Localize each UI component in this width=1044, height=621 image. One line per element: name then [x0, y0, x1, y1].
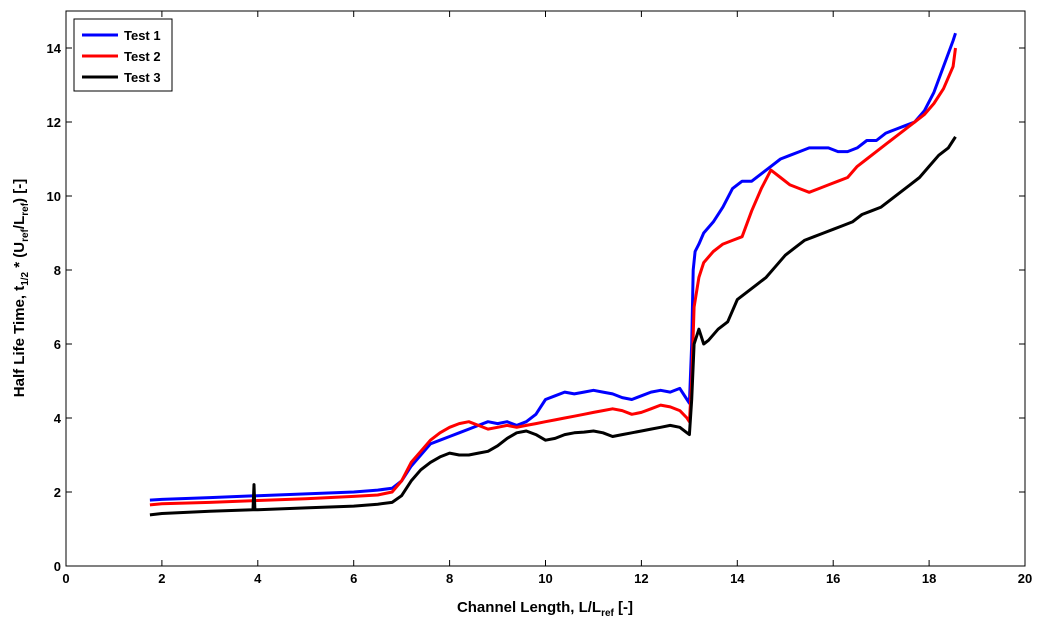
- y-tick-label: 8: [54, 263, 61, 278]
- x-tick-label: 16: [826, 571, 840, 586]
- legend-label-test-1: Test 1: [124, 28, 161, 43]
- y-tick-label: 6: [54, 337, 61, 352]
- x-tick-label: 14: [730, 571, 745, 586]
- x-axis-title: Channel Length, L/Lref [-]: [457, 599, 633, 619]
- y-tick-label: 14: [47, 41, 62, 56]
- x-tick-label: 2: [158, 571, 165, 586]
- y-axis-title-part-1: Half Life Time, t: [11, 286, 28, 397]
- x-tick-label: 0: [62, 571, 69, 586]
- y-tick-label: 2: [54, 485, 61, 500]
- series-line-test-2: [149, 47, 957, 507]
- y-axis-title-part-2: * (U: [11, 242, 28, 272]
- x-tick-label: 6: [350, 571, 357, 586]
- x-tick-label: 10: [538, 571, 552, 586]
- y-axis-title-sub-1: 1/2: [20, 271, 31, 285]
- x-axis-title-main: Channel Length, L/L: [457, 599, 601, 616]
- x-tick-label: 8: [446, 571, 453, 586]
- y-axis-title-sub-2: ref: [20, 228, 31, 241]
- y-axis-title-part-4: ) [-]: [11, 179, 28, 203]
- y-tick-label: 12: [47, 115, 61, 130]
- series-line-test-3: [149, 135, 957, 517]
- x-tick-label: 12: [634, 571, 648, 586]
- x-tick-label: 20: [1018, 571, 1032, 586]
- x-axis-title-sub: ref: [601, 608, 614, 619]
- x-tick-label: 4: [254, 571, 262, 586]
- x-axis-title-tail: [-]: [614, 599, 633, 616]
- ticks-layer: 0 2 4 6 8 10 12 14 16 18 20 0 2 4 6 8 10 12 14: [47, 11, 1032, 586]
- series-line-test-1: [149, 32, 957, 502]
- legend: Test 1 Test 2 Test 3: [73, 18, 173, 92]
- y-tick-label: 4: [54, 411, 62, 426]
- y-axis-title-part-3: /L: [11, 216, 28, 229]
- x-tick-label: 18: [922, 571, 936, 586]
- legend-label-test-2: Test 2: [124, 49, 161, 64]
- y-tick-label: 0: [54, 559, 61, 574]
- y-axis-title-sub-3: ref: [20, 202, 31, 215]
- series-layer: [149, 32, 957, 517]
- legend-label-test-3: Test 3: [124, 70, 161, 85]
- y-tick-label: 10: [47, 189, 61, 204]
- plot-area: [65, 10, 1026, 567]
- y-axis-title: Half Life Time, t1/2 * (Uref/Lref) [-]: [11, 179, 31, 397]
